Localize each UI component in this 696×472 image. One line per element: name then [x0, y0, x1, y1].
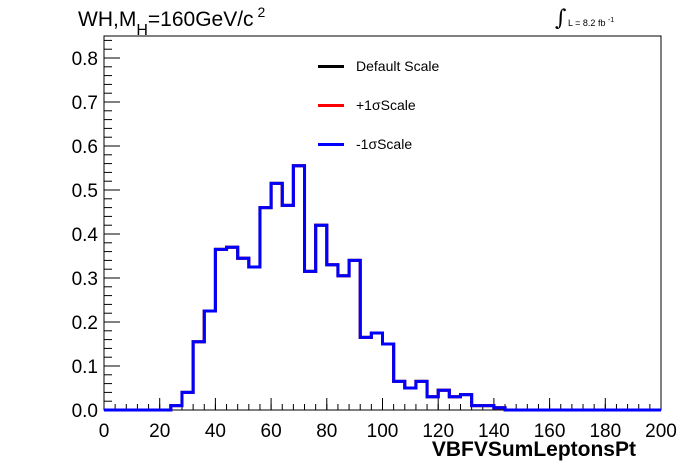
- y-tick-label: 0.8: [72, 49, 98, 70]
- title-value: =160GeV/c: [147, 8, 254, 31]
- legend-swatch-plus1sigma: [318, 104, 344, 107]
- y-tick-label: 0.2: [72, 313, 98, 334]
- series-line-1: [104, 164, 661, 412]
- y-tick-label: 0.3: [72, 269, 98, 290]
- series-line-2: [104, 164, 661, 412]
- x-tick-label: 80: [316, 421, 337, 442]
- integral-symbol: ∫: [555, 6, 567, 31]
- legend-label-plus1sigma: +1σScale: [356, 97, 416, 113]
- legend-swatch-default: [318, 65, 344, 68]
- legend-label-default: Default Scale: [356, 58, 440, 74]
- x-tick-label: 200: [645, 421, 677, 442]
- x-tick-label: 120: [422, 421, 454, 442]
- series-line-0: [104, 164, 661, 412]
- plot-title: WH,MH=160GeV/c 2: [78, 4, 265, 39]
- title-superscript: 2: [257, 4, 266, 20]
- legend-label-minus1sigma: -1σScale: [356, 136, 413, 152]
- title-subscript: H: [136, 22, 148, 39]
- luminosity-text: L = 8.2 fb: [568, 18, 606, 28]
- plot-frame: [103, 35, 662, 411]
- x-tick-label: 160: [534, 421, 566, 442]
- y-tick-label: 0.5: [72, 181, 98, 202]
- y-tick-label: 0.4: [72, 225, 99, 246]
- title-prefix: WH,M: [78, 8, 137, 31]
- x-axis-label: VBFVSumLeptonsPt: [431, 438, 636, 461]
- x-axis: 0 20 40 60 80 100 120 140 160 180 200: [99, 398, 677, 442]
- y-tick-label: 0.6: [72, 137, 98, 158]
- x-tick-label: 40: [205, 421, 226, 442]
- legend-swatch-minus1sigma: [318, 143, 344, 146]
- series-group: [104, 164, 661, 412]
- x-tick-label: 100: [367, 421, 399, 442]
- x-tick-label: 140: [478, 421, 510, 442]
- y-tick-label: 0.1: [72, 357, 98, 378]
- y-tick-label: 0.0: [72, 401, 98, 422]
- x-tick-label: 180: [589, 421, 621, 442]
- x-tick-label: 20: [149, 421, 170, 442]
- luminosity-superscript: -1: [607, 17, 615, 24]
- x-tick-label: 0: [99, 421, 110, 442]
- y-axis: 0.0 0.1 0.2 0.3 0.4 0.5 0.6 0.7 0.8: [72, 39, 120, 422]
- y-tick-label: 0.7: [72, 93, 98, 114]
- x-tick-label: 60: [261, 421, 282, 442]
